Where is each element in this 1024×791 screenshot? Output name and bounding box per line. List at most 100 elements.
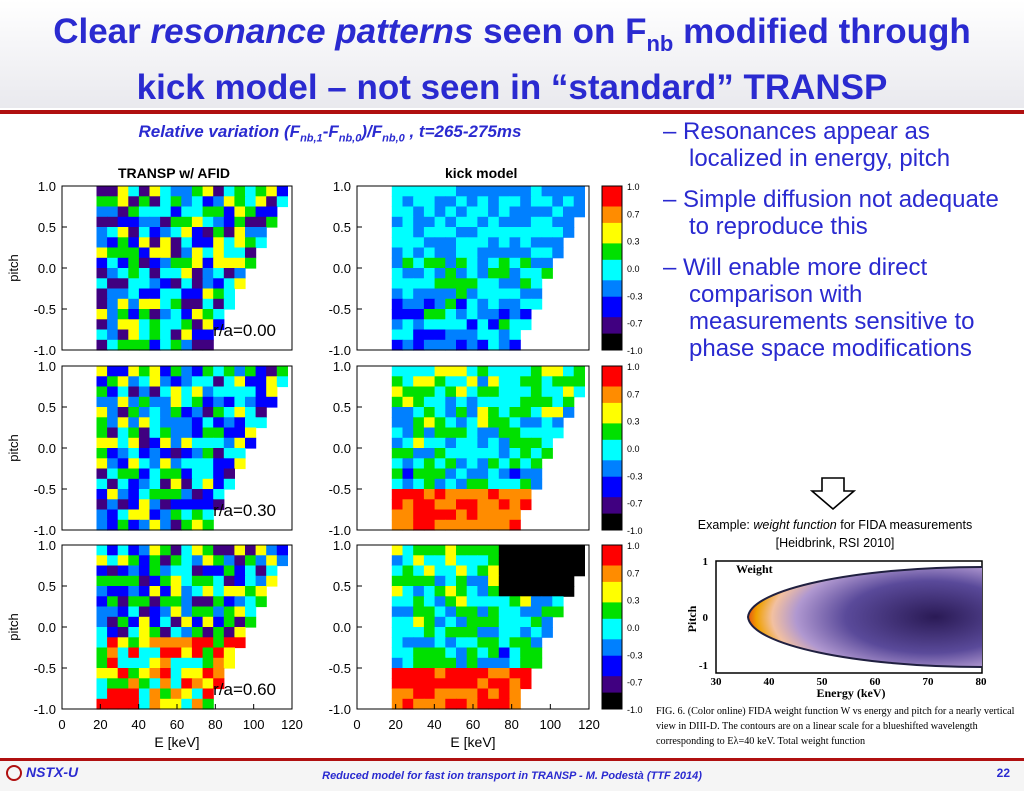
contour-cell xyxy=(509,427,521,439)
contour-cell xyxy=(466,555,478,567)
contour-cell xyxy=(445,196,457,208)
contour-cell xyxy=(181,339,193,351)
contour-cell xyxy=(541,427,553,439)
colorbar-tick-label: 0.0 xyxy=(627,264,640,274)
contour-cell xyxy=(96,647,108,659)
contour-cell xyxy=(423,647,436,659)
contour-cell xyxy=(402,448,414,459)
y-tick-label: -1.0 xyxy=(329,702,351,717)
contour-cell xyxy=(107,227,119,238)
contour-cell xyxy=(520,489,532,500)
contour-cell xyxy=(434,565,446,577)
contour-cell xyxy=(107,596,119,608)
inset-xtick: 80 xyxy=(976,676,988,688)
contour-cell xyxy=(530,468,543,480)
contour-cell xyxy=(563,575,575,587)
contour-cell xyxy=(245,386,257,398)
contour-cell xyxy=(202,268,214,279)
contour-cell xyxy=(223,647,235,659)
contour-cell xyxy=(107,407,119,418)
contour-cell xyxy=(128,407,140,418)
contour-cell xyxy=(223,278,235,290)
contour-cell xyxy=(160,257,172,269)
contour-cell xyxy=(138,657,151,669)
contour-cell xyxy=(107,437,119,449)
contour-cell xyxy=(234,196,246,208)
contour-cell xyxy=(434,196,446,208)
contour-cell xyxy=(488,519,500,531)
contour-cell xyxy=(160,448,172,459)
contour-cell xyxy=(391,657,404,669)
contour-cell xyxy=(477,606,489,618)
contour-cell xyxy=(96,519,108,531)
contour-cell xyxy=(413,329,425,341)
contour-cell xyxy=(191,288,204,300)
contour-cell xyxy=(213,298,225,310)
colorbar-segment xyxy=(602,468,622,474)
contour-cell xyxy=(530,575,543,587)
colorbar-segment xyxy=(602,427,622,433)
contour-cell xyxy=(170,196,182,208)
contour-cell xyxy=(149,458,161,470)
y-tick-label: 0.5 xyxy=(333,220,351,235)
contour-cell xyxy=(149,227,161,238)
contour-cell xyxy=(520,448,532,459)
contour-cell xyxy=(181,688,193,700)
contour-cell xyxy=(170,586,182,597)
contour-cell xyxy=(573,386,585,398)
contour-cell xyxy=(213,657,225,669)
contour-cell xyxy=(552,407,564,418)
contour-cell xyxy=(160,545,172,556)
contour-cell xyxy=(276,555,288,567)
contour-cell xyxy=(456,575,468,587)
contour-cell xyxy=(202,396,214,408)
contour-cell xyxy=(445,366,457,377)
contour-cell xyxy=(456,627,468,638)
contour-cell xyxy=(223,247,235,259)
title-bar xyxy=(0,0,1024,108)
contour-cell xyxy=(541,596,553,608)
contour-cell xyxy=(202,519,214,531)
contour-cell xyxy=(413,196,425,208)
contour-cell xyxy=(509,478,521,490)
contour-cell xyxy=(509,206,521,218)
radius-label: r/a=0.30 xyxy=(213,501,276,520)
contour-cell xyxy=(160,427,172,439)
colorbar-frame xyxy=(601,185,623,351)
contour-cell xyxy=(160,575,172,587)
contour-cell xyxy=(530,637,543,649)
contour-cell xyxy=(234,278,246,290)
contour-cell xyxy=(402,339,414,351)
contour-cell xyxy=(96,555,108,567)
contour-cell xyxy=(223,376,235,388)
colorbar-segment xyxy=(602,569,622,575)
contour-cell xyxy=(117,298,129,310)
contour-cell xyxy=(466,468,478,480)
y-tick-label: 1.0 xyxy=(333,538,351,553)
x-tick-label: 40 xyxy=(131,717,145,732)
contour-cell xyxy=(191,698,204,710)
contour-cell xyxy=(138,458,151,470)
contour-cell xyxy=(170,396,182,408)
contour-cell xyxy=(413,278,425,290)
contour-cell xyxy=(445,407,457,418)
figure-subtitle: Relative variation (Fnb,1-Fnb,0)/Fnb,0 ,… xyxy=(138,122,522,145)
contour-cell xyxy=(117,396,129,408)
contour-cell xyxy=(213,396,225,408)
colorbar-segment xyxy=(602,553,622,558)
contour-cell xyxy=(391,575,404,587)
contour-cell xyxy=(498,448,511,459)
contour-cell xyxy=(530,216,543,228)
contour-cell xyxy=(402,278,414,290)
colorbar-segment xyxy=(602,651,622,657)
contour-cell xyxy=(423,555,436,567)
contour-cell xyxy=(255,555,267,567)
contour-cell xyxy=(96,499,108,511)
contour-cell xyxy=(107,468,119,480)
contour-cell xyxy=(509,575,521,587)
contour-cell xyxy=(509,216,521,228)
contour-cell xyxy=(223,216,235,228)
colorbar-segment xyxy=(602,700,622,706)
contour-cell xyxy=(213,427,225,439)
contour-cell xyxy=(149,637,161,649)
